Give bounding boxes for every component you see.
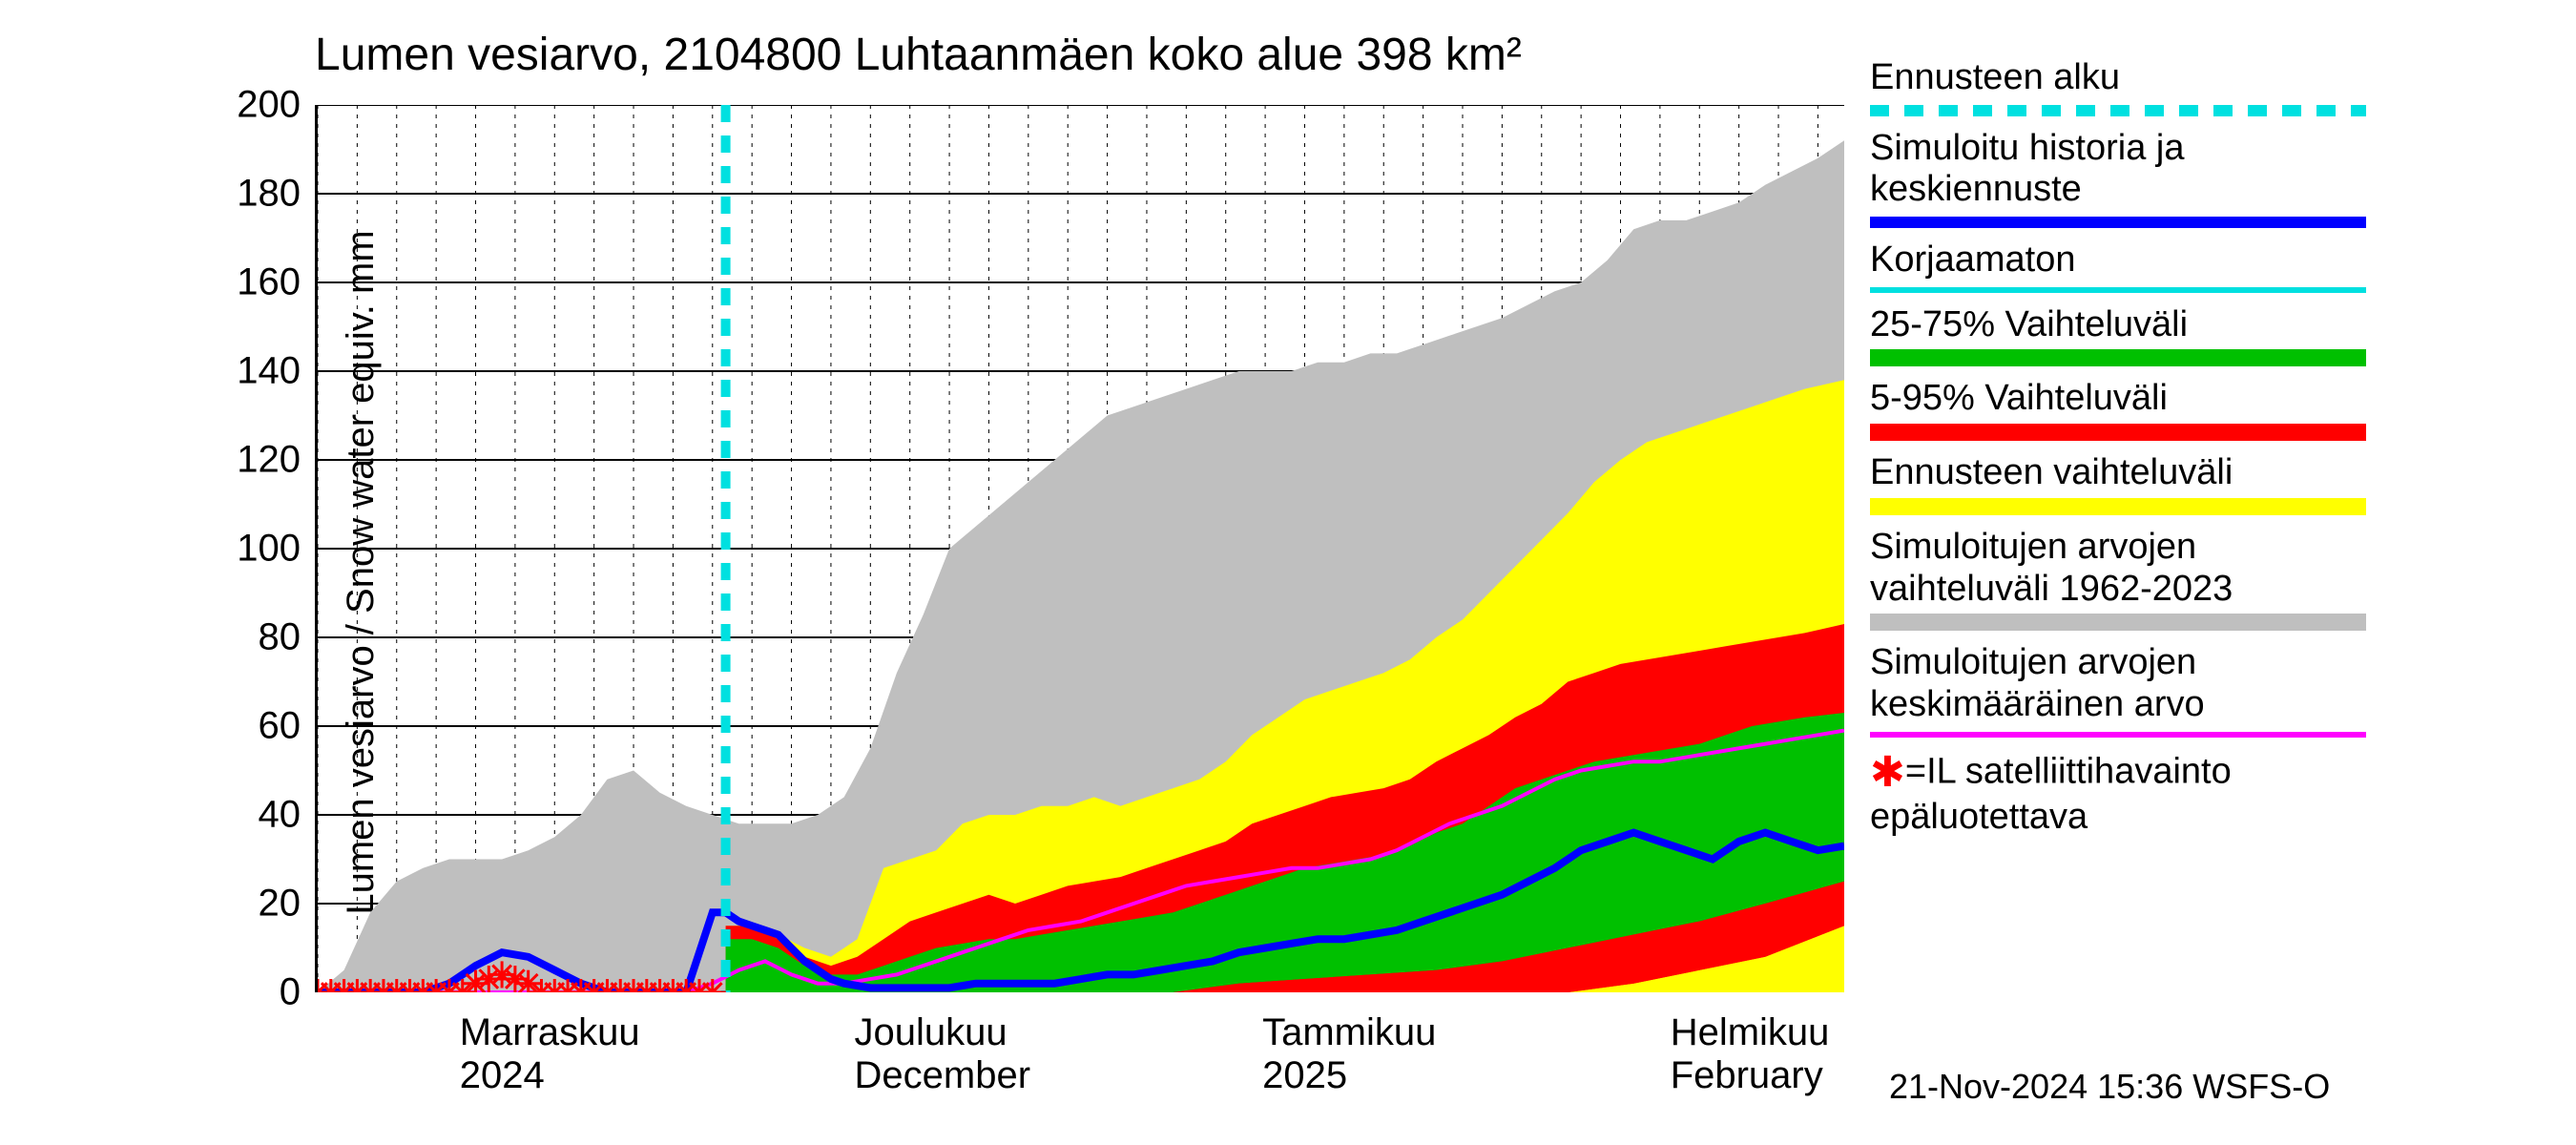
x-month-label: HelmikuuFebruary — [1671, 1011, 1830, 1097]
legend-label: Korjaamaton — [1870, 239, 2557, 281]
legend-swatch — [1870, 614, 2366, 631]
y-tick-label: 160 — [234, 261, 301, 304]
legend-entry: Ennusteen alku — [1870, 57, 2557, 116]
y-tick-label: 0 — [234, 971, 301, 1014]
legend-label: 25-75% Vaihteluväli — [1870, 304, 2557, 346]
legend-entry: 25-75% Vaihteluväli — [1870, 304, 2557, 367]
y-tick-label: 100 — [234, 528, 301, 571]
legend-label: Simuloitujen arvojenvaihteluväli 1962-20… — [1870, 527, 2557, 610]
y-tick-label: 60 — [234, 705, 301, 748]
legend-entry: Simuloitujen arvojenvaihteluväli 1962-20… — [1870, 527, 2557, 631]
y-tick-label: 20 — [234, 883, 301, 926]
y-tick-label: 180 — [234, 173, 301, 216]
legend-label: Ennusteen vaihteluväli — [1870, 452, 2557, 494]
legend-line — [1870, 217, 2366, 228]
legend-label: Simuloitujen arvojenkeskimääräinen arvo — [1870, 642, 2557, 725]
chart-title: Lumen vesiarvo, 2104800 Luhtaanmäen koko… — [315, 29, 1522, 81]
x-month-label: Marraskuu2024 — [460, 1011, 640, 1097]
legend-swatch — [1870, 498, 2366, 515]
legend: Ennusteen alku Simuloitu historia jakeski… — [1870, 57, 2557, 846]
y-tick-label: 80 — [234, 616, 301, 659]
legend-label: 5-95% Vaihteluväli — [1870, 378, 2557, 420]
legend-entry: ✱=IL satelliittihavaintoepäluotettava — [1870, 749, 2557, 839]
legend-entry: Korjaamaton — [1870, 239, 2557, 293]
legend-swatch — [1870, 349, 2366, 366]
legend-entry: Ennusteen vaihteluväli — [1870, 452, 2557, 515]
y-tick-label: 120 — [234, 439, 301, 482]
legend-dashed-line — [1870, 105, 2366, 116]
legend-swatch — [1870, 424, 2366, 441]
legend-line — [1870, 287, 2366, 293]
plot-svg — [318, 105, 1844, 992]
legend-line — [1870, 732, 2366, 738]
footer-timestamp: 21-Nov-2024 15:36 WSFS-O — [1889, 1067, 2330, 1107]
legend-label: ✱=IL satelliittihavaintoepäluotettava — [1870, 749, 2557, 839]
y-tick-label: 200 — [234, 84, 301, 127]
x-month-label: Tammikuu2025 — [1262, 1011, 1436, 1097]
chart-container: Lumen vesiarvo / Snow water equiv. mm Lu… — [0, 0, 2576, 1145]
legend-label: Simuloitu historia jakeskiennuste — [1870, 128, 2557, 211]
y-tick-label: 40 — [234, 794, 301, 837]
legend-entry: Simuloitujen arvojenkeskimääräinen arvo — [1870, 642, 2557, 737]
y-tick-label: 140 — [234, 350, 301, 393]
legend-label: Ennusteen alku — [1870, 57, 2557, 99]
legend-entry: Simuloitu historia jakeskiennuste — [1870, 128, 2557, 228]
x-month-label: JoulukuuDecember — [855, 1011, 1031, 1097]
plot-area — [315, 105, 1841, 992]
legend-entry: 5-95% Vaihteluväli — [1870, 378, 2557, 441]
